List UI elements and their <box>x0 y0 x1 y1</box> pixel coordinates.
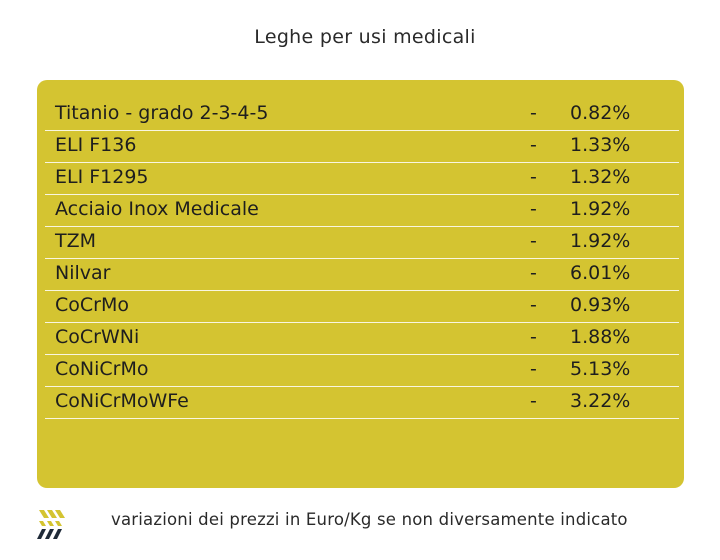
table-row: ELI F136 - 1.33% <box>45 131 679 163</box>
separator-dash: - <box>530 358 537 380</box>
page-title: Leghe per usi medicali <box>254 26 476 48</box>
separator-dash: - <box>530 102 537 124</box>
price-change: 0.82% <box>570 102 631 124</box>
alloy-name: ELI F1295 <box>55 166 149 188</box>
separator-dash: - <box>530 294 537 316</box>
alloy-name: Nilvar <box>55 262 111 284</box>
table-row: CoNiCrMoWFe - 3.22% <box>45 387 679 419</box>
separator-dash: - <box>530 198 537 220</box>
alloy-name: TZM <box>55 230 97 252</box>
alloy-name: CoCrWNi <box>55 326 140 348</box>
table-row: ELI F1295 - 1.32% <box>45 163 679 195</box>
table-row: TZM - 1.92% <box>45 227 679 259</box>
price-change: 1.92% <box>570 230 631 252</box>
chevron-stripes-logo-icon <box>37 507 71 541</box>
alloy-name: Titanio - grado 2-3-4-5 <box>55 102 269 124</box>
price-change: 5.13% <box>570 358 631 380</box>
alloy-name: CoNiCrMoWFe <box>55 390 189 412</box>
price-change: 1.32% <box>570 166 631 188</box>
price-change: 3.22% <box>570 390 631 412</box>
price-change: 1.33% <box>570 134 631 156</box>
table-row: CoCrMo - 0.93% <box>45 291 679 323</box>
price-table: Titanio - grado 2-3-4-5 - 0.82% ELI F136… <box>45 99 679 419</box>
alloy-name: ELI F136 <box>55 134 137 156</box>
alloy-name: Acciaio Inox Medicale <box>55 198 259 220</box>
table-row: Acciaio Inox Medicale - 1.92% <box>45 195 679 227</box>
separator-dash: - <box>530 390 537 412</box>
alloy-name: CoNiCrMo <box>55 358 149 380</box>
price-change: 6.01% <box>570 262 631 284</box>
price-change: 0.93% <box>570 294 631 316</box>
table-row: Titanio - grado 2-3-4-5 - 0.82% <box>45 99 679 131</box>
footer-note: variazioni dei prezzi in Euro/Kg se non … <box>111 510 628 529</box>
table-row: CoNiCrMo - 5.13% <box>45 355 679 387</box>
separator-dash: - <box>530 326 537 348</box>
table-row: Nilvar - 6.01% <box>45 259 679 291</box>
separator-dash: - <box>530 230 537 252</box>
table-row: CoCrWNi - 1.88% <box>45 323 679 355</box>
separator-dash: - <box>530 134 537 156</box>
separator-dash: - <box>530 262 537 284</box>
price-change: 1.88% <box>570 326 631 348</box>
price-table-card: Titanio - grado 2-3-4-5 - 0.82% ELI F136… <box>37 80 684 488</box>
alloy-name: CoCrMo <box>55 294 129 316</box>
separator-dash: - <box>530 166 537 188</box>
price-change: 1.92% <box>570 198 631 220</box>
